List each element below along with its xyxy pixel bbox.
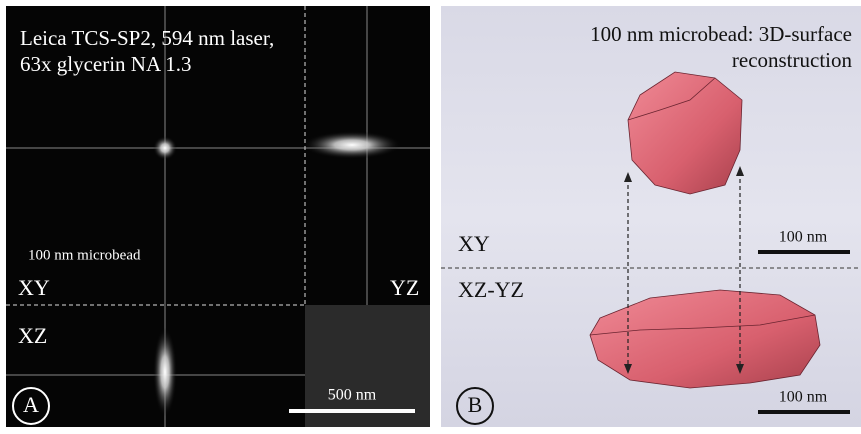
- caption: 100 nm microbead: 3D-surface: [590, 22, 852, 46]
- view-label: XY: [458, 231, 490, 256]
- panel-letter: B: [468, 392, 483, 417]
- panel-a: Leica TCS-SP2, 594 nm laser, 63x glyceri…: [6, 6, 430, 427]
- xy-spot: [153, 136, 177, 160]
- empty-corner: [305, 305, 430, 427]
- scale-bar: [758, 410, 850, 414]
- view-label: XZ-YZ: [458, 277, 524, 302]
- figure: Leica TCS-SP2, 594 nm laser, 63x glyceri…: [0, 0, 861, 429]
- scale-label: 100 nm: [779, 229, 828, 246]
- xz-spot: [153, 327, 177, 417]
- scale-bar: [758, 250, 850, 254]
- scale-bar: [289, 409, 415, 413]
- yz-spot: [302, 131, 402, 159]
- panel-b: 100 nm microbead: 3D-surface reconstruct…: [441, 6, 861, 427]
- caption: Leica TCS-SP2, 594 nm laser,: [20, 26, 274, 50]
- caption: 63x glycerin NA 1.3: [20, 52, 191, 76]
- object-label: 100 nm microbead: [28, 247, 141, 263]
- scale-label: 100 nm: [779, 389, 828, 406]
- scale-label: 500 nm: [328, 387, 377, 404]
- panel-letter: A: [23, 392, 39, 417]
- view-label: YZ: [390, 275, 419, 300]
- caption: reconstruction: [732, 48, 853, 72]
- view-label: XY: [18, 275, 50, 300]
- view-label: XZ: [18, 323, 47, 348]
